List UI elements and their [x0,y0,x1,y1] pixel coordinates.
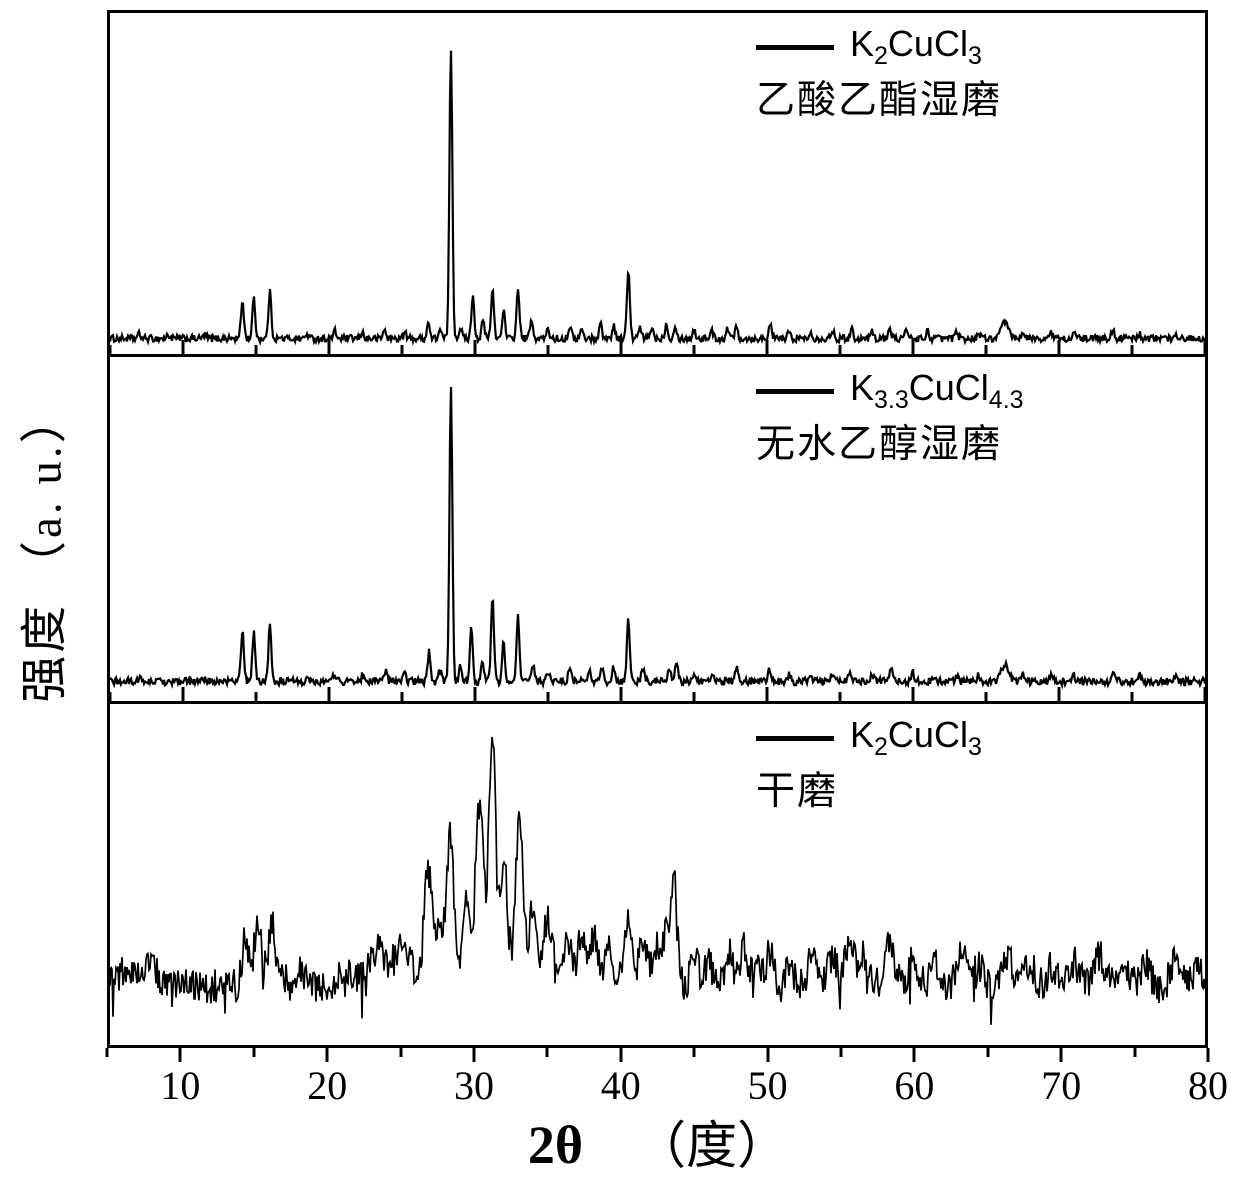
x-tick [766,1048,770,1062]
x-tick [545,1048,549,1057]
x-tick-label: 40 [600,1063,641,1108]
x-tick [178,1048,182,1062]
x-tick [692,1048,696,1057]
legend-line-icon [756,735,834,741]
legend-bottom: K2CuCl3 干磨 [756,716,982,813]
trace-svg-bottom [110,736,1205,1025]
x-tick [105,1048,109,1057]
x-axis-title: 2θ （度） [527,1115,789,1175]
x-tick [912,1048,916,1062]
panel-bottom: K2CuCl3 干磨 [110,704,1205,1045]
x-axis-ticks: 10 20 30 40 50 60 70 80 [105,1048,1228,1128]
legend-line-icon [756,388,834,394]
x-axis-title-symbol: 2θ [527,1115,584,1175]
x-tick-label: 10 [160,1063,201,1108]
legend-caption: 乙酸乙酯湿磨 [756,79,1003,122]
x-tick [252,1048,256,1057]
x-axis-title-unit: （度） [635,1119,789,1175]
legend-line-icon [756,44,834,50]
legend-caption: 干磨 [756,770,839,813]
legend-formula: K2CuCl3 [850,22,982,70]
x-tick [619,1048,623,1062]
panel-top: K2CuCl3 乙酸乙酯湿磨 [110,13,1205,357]
x-tick-label: 30 [454,1063,494,1108]
x-tick-label: 20 [307,1063,348,1108]
x-tick [325,1048,329,1062]
x-tick-label: 60 [894,1063,935,1108]
x-tick-label: 50 [747,1063,788,1108]
legend-middle: K3.3CuCl4.3 无水乙醇湿磨 [756,369,1024,466]
y-axis-title: 强度 （a. u.） [19,393,72,703]
trace-svg-middle [110,386,1205,701]
x-tick-label: 80 [1188,1063,1228,1108]
legend-caption: 无水乙醇湿磨 [756,423,1003,466]
x-tick [839,1048,843,1057]
x-tick [1206,1048,1210,1062]
panel-middle: K3.3CuCl4.3 无水乙醇湿磨 [110,357,1205,704]
x-tick [472,1048,476,1062]
x-tick [986,1048,990,1057]
legend-formula: K2CuCl3 [850,713,982,761]
x-tick [399,1048,403,1057]
x-tick [1133,1048,1137,1057]
trace-svg-top [110,50,1205,354]
legend-formula: K3.3CuCl4.3 [850,366,1024,414]
x-tick [1059,1048,1063,1062]
plot-area: K2CuCl3 乙酸乙酯湿磨 K3.3CuCl4.3 无水乙醇湿磨 K2CuCl… [107,10,1208,1048]
legend-top: K2CuCl3 乙酸乙酯湿磨 [756,25,1002,122]
x-tick-label: 70 [1041,1063,1082,1108]
